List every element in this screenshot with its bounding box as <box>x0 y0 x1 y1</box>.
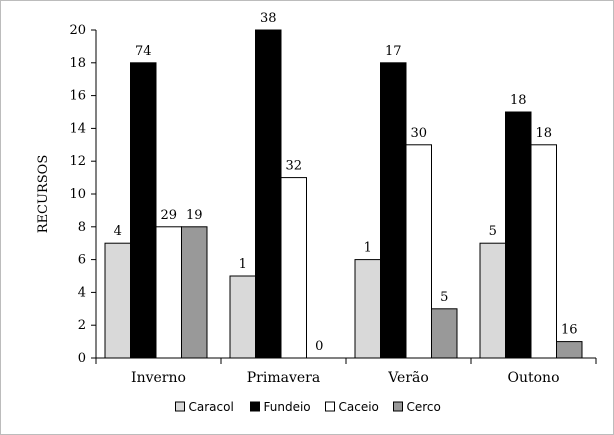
y-tick-label: 10 <box>69 187 86 202</box>
x-tick-label: Inverno <box>131 370 186 386</box>
data-label: 74 <box>135 44 152 59</box>
bar-cerco-inverno <box>181 226 208 359</box>
legend-swatch-cerco <box>393 401 403 412</box>
bar-fundeio-outono <box>505 111 532 359</box>
x-tick-label: Primavera <box>247 370 320 386</box>
y-tick-label: 16 <box>69 89 86 104</box>
bar-cerco-verão <box>431 308 458 359</box>
data-label: 1 <box>364 241 372 256</box>
y-tick-label: 12 <box>69 154 86 169</box>
y-tick-label: 6 <box>78 253 86 268</box>
y-tick-label: 4 <box>78 285 86 300</box>
bar-caceio-inverno <box>155 226 182 359</box>
data-label: 5 <box>440 290 448 305</box>
data-label: 0 <box>315 339 323 354</box>
data-label: 19 <box>186 208 203 223</box>
y-tick-label: 8 <box>78 220 86 235</box>
data-label: 29 <box>160 208 177 223</box>
data-label: 18 <box>535 126 552 141</box>
y-tick-label: 0 <box>78 351 86 366</box>
y-tick-label: 20 <box>69 23 86 38</box>
bar-caracol-verão <box>354 259 381 359</box>
legend-label-caceio: Caceio <box>339 400 379 414</box>
bar-caracol-inverno <box>104 242 131 359</box>
data-label: 17 <box>385 44 402 59</box>
bar-caceio-outono <box>530 144 557 359</box>
data-label: 32 <box>285 159 302 174</box>
bar-caceio-verão <box>405 144 432 359</box>
bar-cerco-outono <box>556 341 583 359</box>
bar-caracol-primavera <box>229 275 256 359</box>
legend-swatch-caceio <box>325 401 335 412</box>
x-tick-label: Verão <box>387 370 429 386</box>
legend-label-cerco: Cerco <box>407 400 441 414</box>
legend-label-caracol: Caracol <box>189 400 234 414</box>
y-tick-label: 18 <box>69 56 86 71</box>
bar-fundeio-primavera <box>255 29 282 359</box>
bar-caceio-primavera <box>280 177 307 359</box>
data-label: 30 <box>410 126 427 141</box>
data-label: 1 <box>239 257 247 272</box>
legend-swatch-fundeio <box>250 401 260 412</box>
y-tick-label: 2 <box>78 318 86 333</box>
legend-label-fundeio: Fundeio <box>264 400 311 414</box>
bar-caracol-outono <box>479 242 506 359</box>
legend-swatch-caracol <box>175 401 185 412</box>
y-axis-title: RECURSOS <box>36 155 51 233</box>
data-label: 16 <box>561 323 578 338</box>
data-label: 18 <box>510 93 527 108</box>
bar-fundeio-verão <box>380 62 407 359</box>
data-label: 4 <box>114 224 122 239</box>
data-label: 38 <box>260 11 277 26</box>
x-tick-label: Outono <box>508 370 560 386</box>
y-tick-label: 14 <box>69 121 86 136</box>
data-label: 5 <box>489 224 497 239</box>
bar-fundeio-inverno <box>130 62 157 359</box>
